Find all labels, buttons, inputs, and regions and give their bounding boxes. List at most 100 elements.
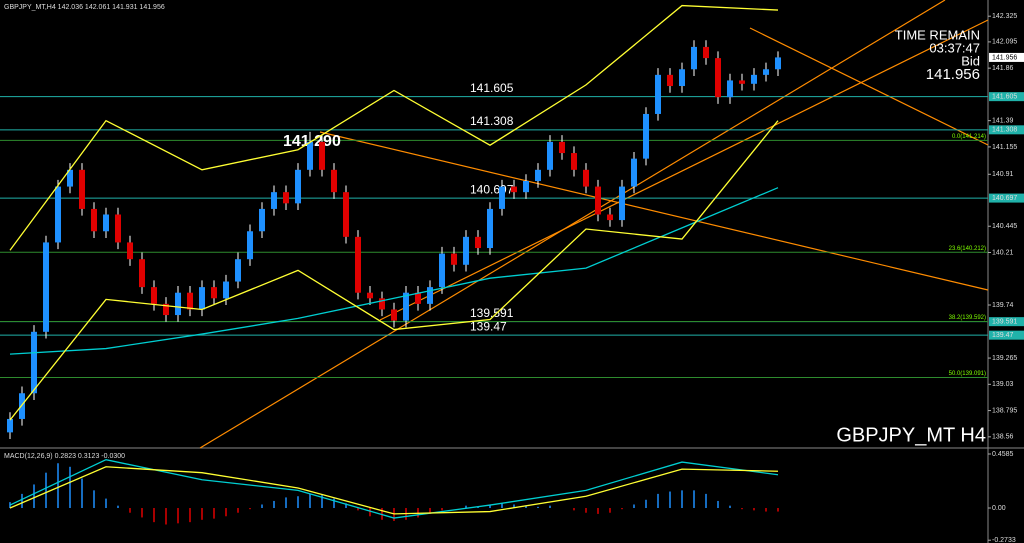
candle-body [223, 281, 229, 299]
candle-body [259, 208, 265, 232]
level-label: 139.47 [470, 319, 507, 333]
y-tick-label: 138.56 [992, 434, 1014, 441]
candle-body [583, 169, 589, 187]
candle-body [439, 253, 445, 288]
y2-tick-label: 0.4585 [992, 451, 1014, 458]
y-tick-label: 141.86 [992, 65, 1014, 72]
candle-body [211, 287, 217, 299]
y-tick-label: 138.795 [992, 407, 1017, 414]
candle-body [367, 292, 373, 299]
level-axis-label: 141.605 [992, 93, 1017, 100]
bid-axis-box [989, 52, 1024, 62]
candle-body [607, 214, 613, 221]
candle-body [187, 292, 193, 310]
candle-body [463, 236, 469, 265]
indicator-line [9, 4, 779, 251]
level-axis-label: 139.591 [992, 318, 1017, 325]
candle-body [523, 180, 529, 193]
candle-body [595, 186, 601, 215]
y-tick-label: 142.325 [992, 13, 1017, 20]
bid-axis-label: 141.956 [992, 54, 1017, 61]
candle-body [199, 287, 205, 310]
y2-tick-label: -0.2733 [992, 537, 1016, 543]
level-label: 140.697 [470, 182, 514, 196]
candle-body [247, 231, 253, 260]
level-label: 141.605 [470, 81, 514, 95]
candle-body [535, 169, 541, 181]
candle-body [55, 186, 61, 243]
symbol-label: GBPJPY_MT H4 [836, 424, 986, 446]
candle-body [127, 242, 133, 260]
candle-body [703, 46, 709, 59]
candle-body [487, 208, 493, 249]
candle-body [475, 236, 481, 249]
candle-body [67, 169, 73, 187]
candle-body [775, 57, 781, 70]
candle-body [571, 153, 577, 170]
candle-body [331, 169, 337, 193]
trendline [379, 19, 989, 321]
level-axis-box [989, 125, 1024, 135]
candle-body [547, 141, 553, 170]
macd-line [9, 459, 779, 519]
candle-body [391, 309, 397, 321]
candle-body [691, 46, 697, 70]
chart-title: GBPJPY_MT,H4 142.036 142.061 141.931 141… [4, 4, 165, 11]
level-axis-label: 140.697 [992, 195, 1017, 202]
y-tick-label: 141.39 [992, 118, 1014, 125]
bid-value: 141.956 [926, 66, 980, 83]
candle-body [31, 331, 37, 394]
y-tick-label: 140.445 [992, 223, 1017, 230]
timer: 03:37:47 [929, 40, 980, 55]
macd-title: MACD(12,26,9) 0.2823 0.3123 -0.0300 [4, 453, 125, 460]
candle-body [7, 418, 13, 433]
level-axis-label: 139.47 [992, 332, 1014, 339]
candle-body [667, 74, 673, 87]
candle-body [427, 287, 433, 304]
candle-body [19, 393, 25, 419]
candle-body [631, 158, 637, 187]
candle-body [103, 214, 109, 232]
candle-body [619, 186, 625, 221]
fib-label: 38.2(139.592) [949, 315, 986, 321]
candle-body [175, 292, 181, 316]
macd-line [9, 466, 779, 515]
level-label: 139.591 [470, 306, 514, 320]
level-axis-box [989, 330, 1024, 340]
candle-body [511, 186, 517, 193]
candle-body [727, 80, 733, 98]
candle-body [163, 303, 169, 316]
y-tick-label: 139.265 [992, 355, 1017, 362]
candle-body [283, 192, 289, 204]
candle-body [679, 69, 685, 87]
candle-body [751, 74, 757, 84]
candle-body [355, 236, 361, 293]
candle-body [559, 141, 565, 154]
candle-body [655, 74, 661, 114]
candle-body [715, 58, 721, 98]
candle-body [139, 259, 145, 288]
candle-body [79, 169, 85, 209]
fib-label: 23.6(140.212) [949, 246, 986, 252]
candle-body [307, 141, 313, 170]
y-tick-label: 139.03 [992, 381, 1014, 388]
candle-body [643, 113, 649, 159]
bid-title: Bid [961, 53, 980, 68]
y-tick-label: 140.21 [992, 249, 1014, 256]
fib-label: 50.0(139.091) [949, 371, 986, 377]
candle-body [91, 208, 97, 232]
candle-body [151, 287, 157, 304]
y-tick-label: 140.91 [992, 171, 1014, 178]
candle-body [295, 169, 301, 204]
level-axis-label: 141.308 [992, 127, 1017, 134]
fib-label: 0.0(141.214) [952, 134, 986, 140]
indicator-line [9, 187, 779, 355]
trendline [749, 27, 989, 146]
candle-body [43, 242, 49, 332]
level-label: 141.308 [470, 114, 514, 128]
candle-body [415, 292, 421, 304]
level-axis-box [989, 92, 1024, 102]
trendline [319, 131, 989, 291]
